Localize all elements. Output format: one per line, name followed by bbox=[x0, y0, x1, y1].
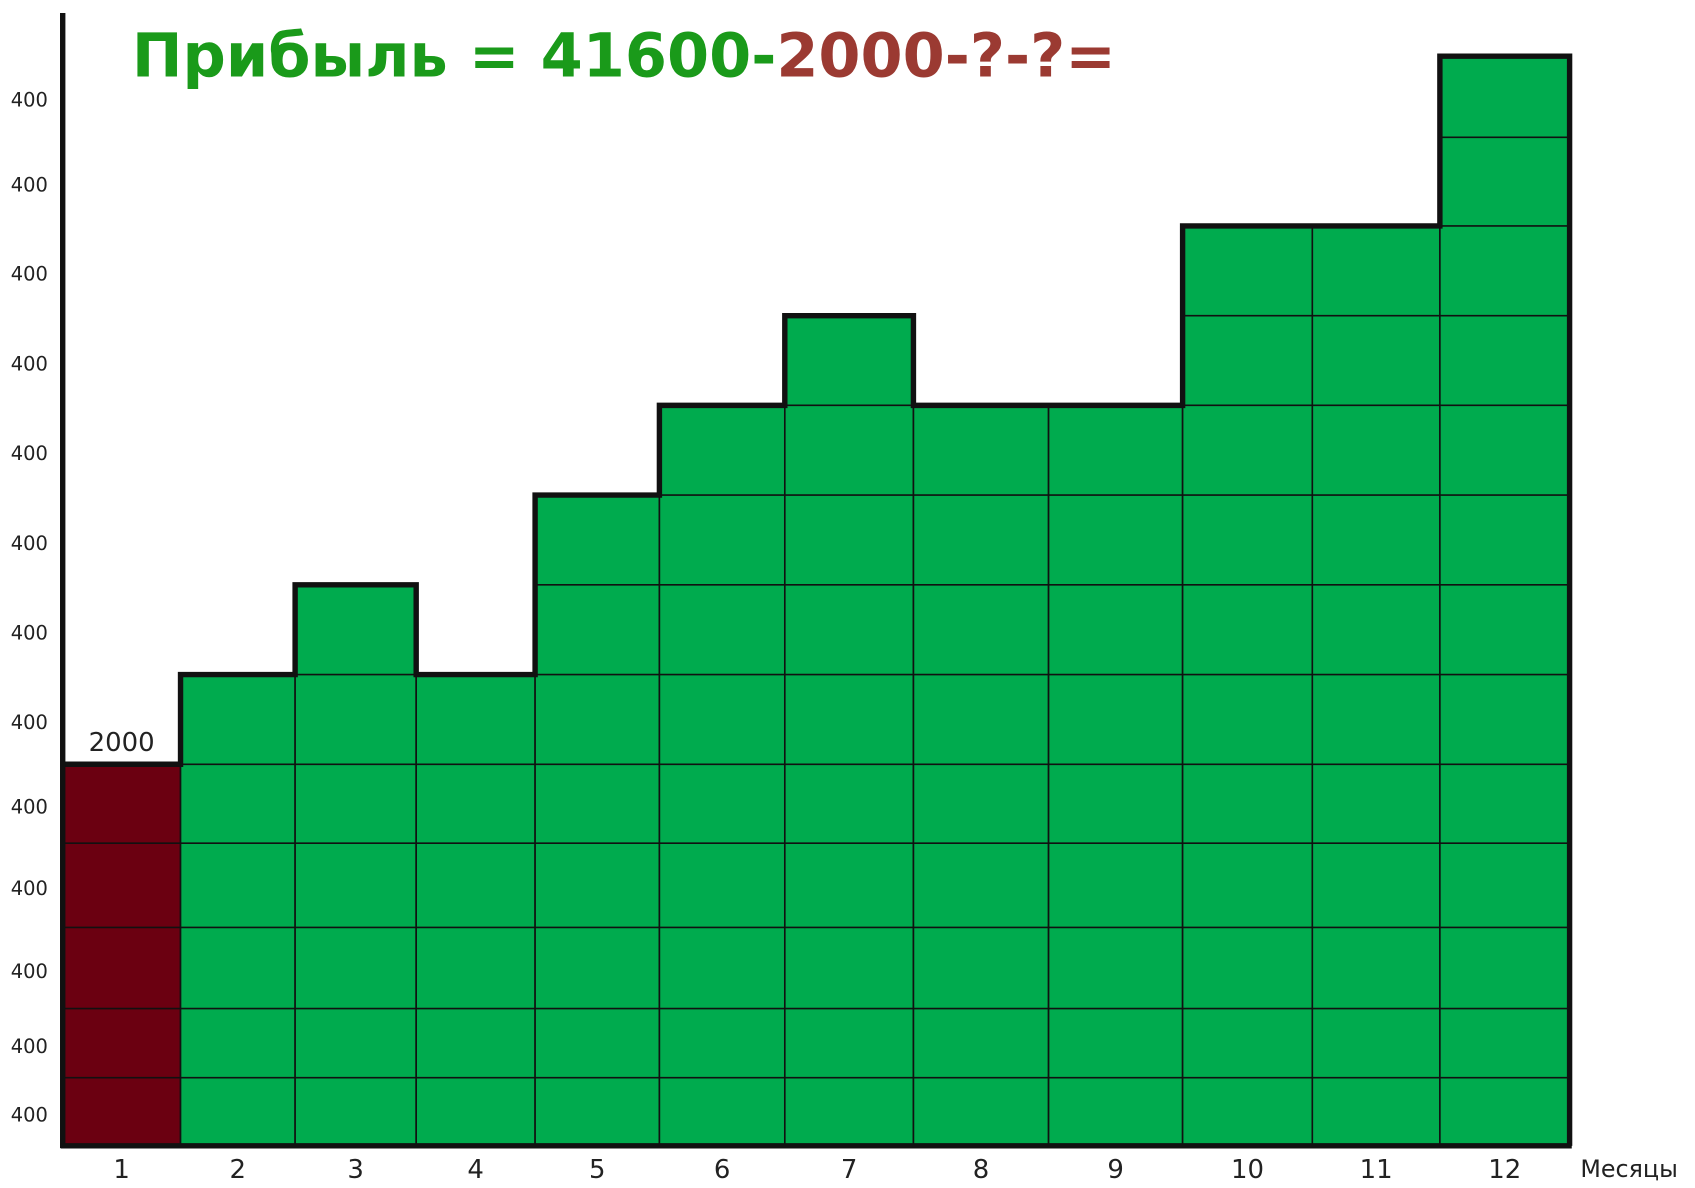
x-tick-label: 10 bbox=[1231, 1155, 1264, 1185]
block-label: 400 bbox=[11, 173, 48, 196]
bar bbox=[294, 584, 417, 1147]
x-tick-label: 5 bbox=[589, 1155, 606, 1185]
block-label: 400 bbox=[11, 352, 48, 375]
bar bbox=[912, 404, 1050, 1147]
chart-title: Прибыль = 41600-2000-?-?= bbox=[132, 21, 1116, 91]
title-part: Прибыль = 41600- bbox=[132, 21, 776, 91]
block-label: 400 bbox=[11, 796, 48, 819]
x-tick-label: 3 bbox=[347, 1155, 364, 1185]
data-label: 2000 bbox=[89, 728, 155, 758]
x-tick-label: 2 bbox=[230, 1155, 247, 1185]
block-label: 400 bbox=[11, 1035, 48, 1058]
x-tick-label: 4 bbox=[467, 1155, 484, 1185]
bar bbox=[658, 404, 786, 1147]
x-tick-label: 12 bbox=[1488, 1155, 1521, 1185]
bar bbox=[783, 314, 915, 1147]
bar bbox=[534, 494, 661, 1147]
x-tick-label: 1 bbox=[113, 1155, 130, 1185]
block-label: 400 bbox=[11, 1104, 48, 1127]
step-outline bbox=[62, 53, 1573, 1146]
bar bbox=[61, 763, 182, 1147]
block-label: 400 bbox=[11, 89, 48, 112]
bar bbox=[179, 673, 296, 1147]
x-tick-label: 7 bbox=[841, 1155, 858, 1185]
block-label: 400 bbox=[11, 263, 48, 286]
bar bbox=[1439, 55, 1571, 1147]
bar bbox=[415, 673, 536, 1147]
bar bbox=[1047, 404, 1184, 1147]
block-label: 400 bbox=[11, 442, 48, 465]
x-tick-label: 8 bbox=[973, 1155, 990, 1185]
block-label: 400 bbox=[11, 621, 48, 644]
x-axis-label: Месяцы bbox=[1580, 1155, 1677, 1183]
bar bbox=[1311, 225, 1441, 1147]
block-label: 400 bbox=[11, 532, 48, 555]
block-label: 400 bbox=[11, 960, 48, 983]
x-tick-label: 6 bbox=[714, 1155, 731, 1185]
x-tick-label: 11 bbox=[1360, 1155, 1393, 1185]
block-label: 400 bbox=[11, 711, 48, 734]
title-part: 2000-?-?= bbox=[776, 21, 1116, 91]
x-tick-label: 9 bbox=[1107, 1155, 1124, 1185]
block-label: 400 bbox=[11, 877, 48, 900]
bar bbox=[1181, 225, 1314, 1147]
